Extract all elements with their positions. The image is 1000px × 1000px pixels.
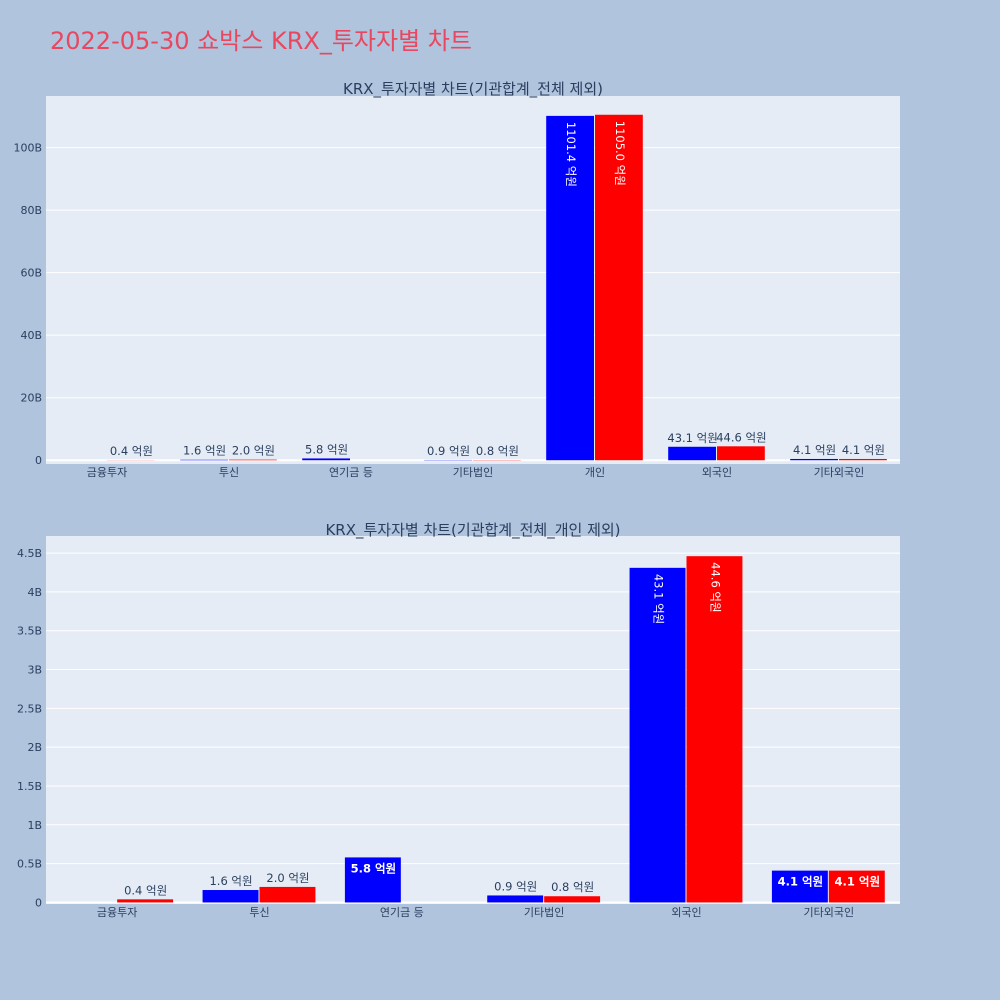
bar-data-label: 1101.4 억원: [564, 122, 578, 187]
x-tick-label: 기타외국인: [804, 906, 855, 919]
bar: [180, 459, 228, 461]
bar-data-label: 4.1 억원: [842, 443, 885, 457]
chart-all-investors: KRX_투자자별 차트(기관합계_전체 제외) 0 20B 40B 60B 80B 100…: [13, 80, 900, 479]
x-tick-label: 기타외국인: [814, 466, 865, 479]
x-tick-label: 투신: [249, 906, 269, 919]
y-tick-label: 40B: [20, 329, 42, 342]
bar-data-label: 1.6 억원: [209, 874, 252, 888]
bar-data-label: 1105.0 억원: [613, 121, 627, 186]
bar-data-label: 5.8 억원: [351, 861, 397, 875]
bar: [344, 857, 401, 903]
bar-data-label: 4.1 억원: [835, 875, 881, 889]
x-tick-label: 금융투자: [97, 906, 137, 919]
bar-data-label: 43.1 억원: [667, 431, 717, 445]
bar: [771, 870, 828, 903]
x-tick-label: 금융투자: [87, 466, 127, 479]
y-tick-label: 0.5B: [17, 858, 42, 871]
bar: [717, 446, 765, 461]
bar: [839, 458, 887, 461]
bar-data-label: 44.6 억원: [716, 430, 766, 444]
bar-data-label: 1.6 억원: [183, 444, 226, 458]
bar-data-label: 0.8 억원: [551, 880, 594, 894]
bar: [544, 896, 601, 903]
bar-data-label: 2.0 억원: [232, 444, 275, 458]
plot-area: [46, 536, 900, 904]
y-tick-label: 20B: [20, 392, 42, 405]
x-tick-label: 외국인: [671, 906, 701, 919]
y-tick-label: 3.5B: [17, 625, 42, 638]
bar: [790, 458, 838, 461]
y-tick-label: 80B: [20, 204, 42, 217]
bar: [487, 895, 544, 903]
bar-data-label: 0.9 억원: [494, 879, 537, 893]
y-tick-label: 2.5B: [17, 702, 42, 715]
bar-data-label: 2.0 억원: [266, 871, 309, 885]
x-tick-label: 기타법인: [453, 466, 493, 479]
bar-data-label: 4.1 억원: [778, 875, 824, 889]
chart-title: KRX_투자자별 차트(기관합계_전체_개인 제외): [325, 521, 620, 540]
bar: [259, 886, 316, 903]
bar-data-label: 4.1 억원: [793, 443, 836, 457]
x-tick-label: 연기금 등: [380, 906, 424, 919]
bar: [117, 899, 174, 903]
y-tick-label: 1B: [27, 819, 42, 832]
y-tick-label: 3B: [27, 664, 42, 677]
bar-data-label: 43.1 억원: [652, 574, 666, 624]
bar: [629, 567, 686, 903]
bar: [302, 458, 350, 461]
x-tick-label: 개인: [585, 466, 605, 479]
x-tick-label: 외국인: [702, 466, 732, 479]
y-tick-label: 100B: [13, 142, 42, 155]
y-tick-label: 0: [35, 454, 42, 467]
x-tick-label: 연기금 등: [329, 466, 373, 479]
y-tick-label: 1.5B: [17, 780, 42, 793]
bar: [202, 890, 259, 903]
bar-data-label: 44.6 억원: [708, 562, 722, 612]
bar-data-label: 0.8 억원: [476, 444, 519, 458]
y-tick-label: 4B: [27, 586, 42, 599]
bar-data-label: 5.8 억원: [305, 442, 348, 456]
chart-title: KRX_투자자별 차트(기관합계_전체 제외): [343, 80, 603, 99]
bar: [595, 114, 643, 461]
x-tick-label: 기타법인: [524, 906, 564, 919]
y-tick-label: 60B: [20, 267, 42, 280]
bar: [546, 115, 594, 461]
chart-excluding-individuals: KRX_투자자별 차트(기관합계_전체_개인 제외) 0 0.5B 1B 1.5B 2B…: [17, 521, 900, 919]
page-title: 2022-05-30 쇼박스 KRX_투자자별 차트: [50, 27, 472, 55]
y-tick-label: 4.5B: [17, 547, 42, 560]
y-tick-label: 2B: [27, 741, 42, 754]
plot-area: [46, 96, 900, 464]
bar-data-label: 0.9 억원: [427, 444, 470, 458]
bar: [668, 446, 716, 461]
y-tick-label: 0: [35, 896, 42, 909]
bar-data-label: 0.4 억원: [124, 883, 167, 897]
bar: [229, 459, 277, 461]
x-tick-label: 투신: [219, 466, 239, 479]
bar: [686, 556, 743, 903]
bar: [828, 870, 885, 903]
bar-data-label: 0.4 억원: [110, 444, 153, 458]
